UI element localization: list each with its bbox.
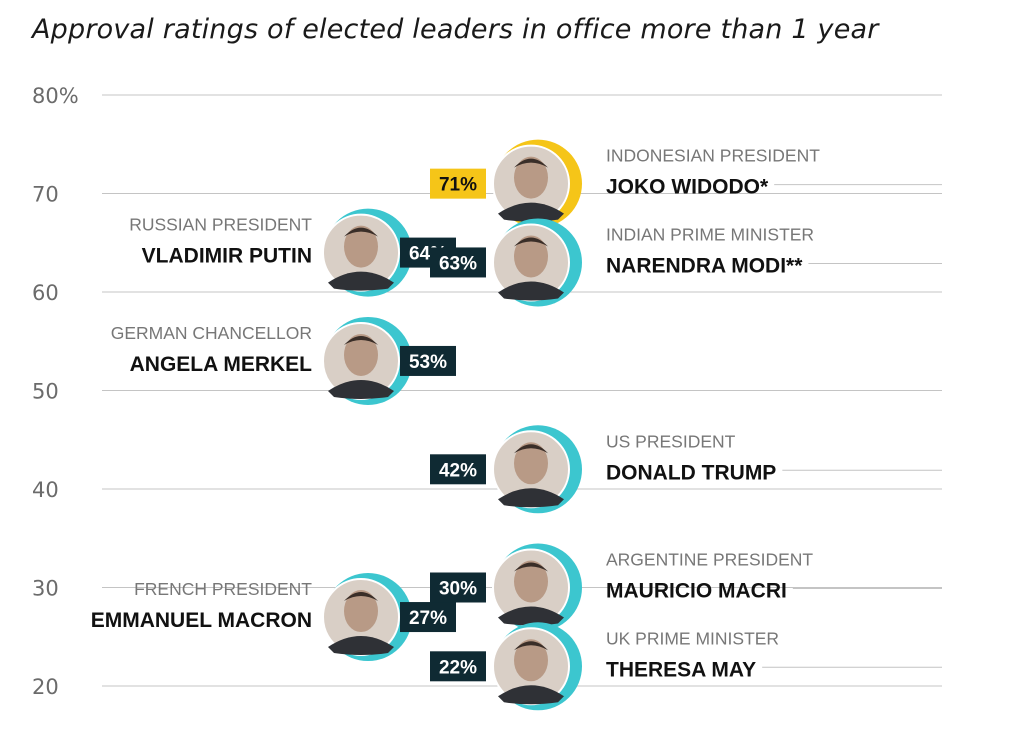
portrait-face bbox=[344, 333, 378, 376]
portrait-face bbox=[514, 560, 548, 603]
leader-name: THERESA MAY bbox=[606, 658, 756, 681]
value-badge bbox=[430, 454, 486, 485]
value-label: 71% bbox=[439, 175, 477, 196]
portrait-shoulders bbox=[328, 271, 394, 291]
portrait-shoulders bbox=[328, 379, 394, 399]
leader-role: INDONESIAN PRESIDENT bbox=[606, 146, 820, 166]
leader-point: 22% UK PRIME MINISTER THERESA MAY bbox=[430, 622, 942, 711]
value-badge bbox=[430, 247, 486, 278]
portrait-hair bbox=[344, 335, 378, 345]
leader-role: RUSSIAN PRESIDENT bbox=[129, 215, 312, 235]
portrait-shoulders bbox=[498, 488, 564, 508]
y-tick-label: 60 bbox=[32, 281, 59, 305]
leader-name: ANGELA MERKEL bbox=[130, 353, 313, 376]
portrait-hair bbox=[344, 592, 378, 602]
portrait-shoulders bbox=[498, 281, 564, 301]
portrait-face bbox=[344, 590, 378, 633]
leader-role: UK PRIME MINISTER bbox=[606, 628, 779, 648]
portrait-shoulders bbox=[498, 202, 564, 222]
value-label: 22% bbox=[439, 657, 477, 678]
value-label: 42% bbox=[439, 460, 477, 481]
value-label: 27% bbox=[409, 608, 447, 629]
value-label: 53% bbox=[409, 352, 447, 373]
y-tick-label: 50 bbox=[32, 380, 59, 404]
value-badge bbox=[400, 345, 456, 376]
value-badge bbox=[400, 602, 456, 633]
portrait-face bbox=[514, 639, 548, 682]
leader-role: FRENCH PRESIDENT bbox=[134, 579, 312, 599]
leader-point: 42% US PRESIDENT DONALD TRUMP bbox=[430, 425, 942, 514]
leader-name: EMMANUEL MACRON bbox=[91, 609, 312, 632]
y-tick-label: 80% bbox=[32, 84, 79, 108]
leader-role: INDIAN PRIME MINISTER bbox=[606, 224, 814, 244]
leader-role: US PRESIDENT bbox=[606, 431, 736, 451]
portrait-face bbox=[514, 156, 548, 199]
leader-role: ARGENTINE PRESIDENT bbox=[606, 550, 813, 570]
portrait-face bbox=[514, 442, 548, 485]
portrait-face bbox=[344, 225, 378, 268]
leader-name: JOKO WIDODO* bbox=[606, 176, 769, 199]
y-tick-label: 40 bbox=[32, 478, 59, 502]
portrait-face bbox=[514, 235, 548, 278]
y-tick-label: 20 bbox=[32, 675, 59, 699]
chart-title: Approval ratings of elected leaders in o… bbox=[32, 14, 879, 45]
portrait-hair bbox=[344, 227, 378, 237]
value-badge bbox=[430, 168, 486, 199]
leader-point: 30% ARGENTINE PRESIDENT MAURICIO MACRI bbox=[430, 543, 942, 632]
y-tick-label: 70 bbox=[32, 183, 59, 207]
portrait-hair bbox=[514, 158, 548, 168]
portrait-hair bbox=[514, 444, 548, 454]
leader-name: MAURICIO MACRI bbox=[606, 580, 787, 603]
leader-point: 27% FRENCH PRESIDENT EMMANUEL MACRON bbox=[91, 573, 456, 662]
value-badge bbox=[430, 572, 486, 603]
leader-role: GERMAN CHANCELLOR bbox=[111, 323, 312, 343]
portrait-hair bbox=[514, 237, 548, 247]
portrait-hair bbox=[514, 562, 548, 572]
portrait-shoulders bbox=[498, 685, 564, 705]
leader-point: 63% INDIAN PRIME MINISTER NARENDRA MODI** bbox=[430, 218, 942, 307]
portrait-shoulders bbox=[328, 636, 394, 656]
leader-name: VLADIMIR PUTIN bbox=[142, 245, 312, 268]
leader-name: DONALD TRUMP bbox=[606, 461, 776, 484]
portrait-hair bbox=[514, 641, 548, 651]
leader-point: 71% INDONESIAN PRESIDENT JOKO WIDODO* bbox=[430, 139, 942, 228]
value-badge bbox=[430, 651, 486, 682]
y-tick-label: 30 bbox=[32, 577, 59, 601]
value-label: 30% bbox=[439, 579, 477, 600]
leader-name: NARENDRA MODI** bbox=[606, 254, 803, 277]
value-label: 63% bbox=[439, 253, 477, 274]
grid-layer: 80% 70 60 50 40 30 20 bbox=[32, 84, 942, 699]
portrait-shoulders bbox=[498, 606, 564, 626]
leader-point: 53% GERMAN CHANCELLOR ANGELA MERKEL bbox=[111, 316, 456, 405]
